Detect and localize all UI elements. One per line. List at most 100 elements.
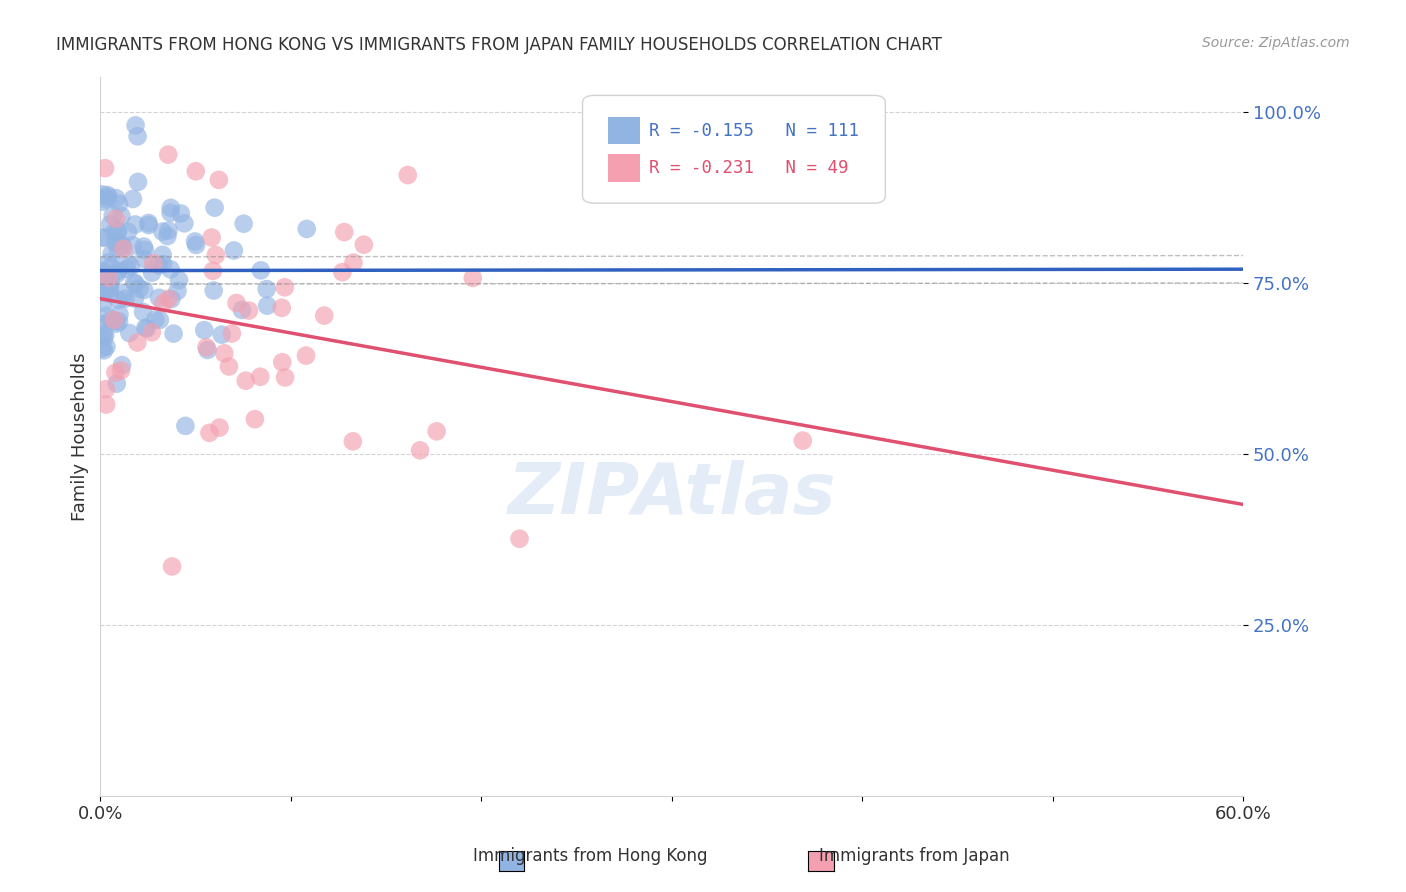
Immigrants from Hong Kong — [118, 326, 141, 340]
Immigrants from Hong Kong — [256, 299, 278, 313]
FancyBboxPatch shape — [582, 95, 886, 203]
Immigrants from Hong Kong — [91, 317, 114, 331]
Immigrants from Japan — [142, 256, 165, 270]
Immigrants from Hong Kong — [132, 252, 155, 266]
Immigrants from Hong Kong — [94, 230, 117, 244]
Immigrants from Japan — [508, 532, 530, 546]
Immigrants from Hong Kong — [132, 305, 155, 319]
Immigrants from Hong Kong — [250, 263, 273, 277]
Immigrants from Hong Kong — [91, 230, 114, 244]
Text: Immigrants from Japan: Immigrants from Japan — [818, 847, 1010, 864]
Immigrants from Hong Kong — [93, 343, 115, 358]
Immigrants from Hong Kong — [166, 284, 188, 298]
Immigrants from Hong Kong — [91, 285, 114, 300]
Immigrants from Japan — [201, 264, 224, 278]
Immigrants from Hong Kong — [110, 237, 132, 252]
Immigrants from Hong Kong — [107, 264, 129, 278]
Immigrants from Hong Kong — [115, 261, 138, 276]
Immigrants from Japan — [271, 355, 294, 369]
Immigrants from Hong Kong — [93, 296, 115, 310]
Y-axis label: Family Households: Family Households — [72, 352, 89, 521]
Text: R = -0.155   N = 111: R = -0.155 N = 111 — [648, 121, 859, 139]
Immigrants from Hong Kong — [98, 218, 121, 232]
Immigrants from Hong Kong — [96, 309, 118, 323]
Immigrants from Hong Kong — [108, 315, 131, 329]
Immigrants from Hong Kong — [170, 206, 193, 220]
Immigrants from Japan — [157, 147, 180, 161]
Immigrants from Hong Kong — [232, 217, 254, 231]
Immigrants from Hong Kong — [96, 188, 118, 202]
Immigrants from Hong Kong — [108, 196, 131, 211]
Immigrants from Japan — [103, 313, 125, 327]
Immigrants from Hong Kong — [202, 284, 225, 298]
Immigrants from Hong Kong — [91, 341, 114, 355]
Immigrants from Hong Kong — [256, 282, 278, 296]
Immigrants from Hong Kong — [100, 260, 122, 274]
Immigrants from Hong Kong — [110, 209, 132, 223]
Immigrants from Hong Kong — [134, 320, 156, 334]
Immigrants from Japan — [157, 292, 180, 306]
Immigrants from Hong Kong — [117, 255, 139, 269]
Immigrants from Hong Kong — [98, 286, 121, 301]
Immigrants from Hong Kong — [105, 267, 128, 281]
Immigrants from Hong Kong — [135, 321, 157, 335]
Immigrants from Japan — [214, 346, 236, 360]
Immigrants from Hong Kong — [211, 327, 233, 342]
Immigrants from Japan — [94, 382, 117, 396]
Immigrants from Japan — [104, 366, 127, 380]
Immigrants from Hong Kong — [93, 283, 115, 297]
Immigrants from Hong Kong — [162, 326, 184, 341]
Text: R = -0.231   N = 49: R = -0.231 N = 49 — [648, 159, 848, 177]
Immigrants from Hong Kong — [105, 376, 128, 391]
Immigrants from Hong Kong — [148, 258, 170, 272]
Immigrants from Japan — [426, 425, 449, 439]
Immigrants from Japan — [152, 296, 174, 310]
Immigrants from Japan — [184, 164, 207, 178]
Immigrants from Hong Kong — [103, 225, 125, 239]
Immigrants from Japan — [195, 340, 218, 354]
Immigrants from Hong Kong — [91, 194, 114, 209]
Immigrants from Hong Kong — [141, 266, 163, 280]
Text: Source: ZipAtlas.com: Source: ZipAtlas.com — [1202, 36, 1350, 50]
Immigrants from Japan — [104, 211, 127, 226]
Immigrants from Hong Kong — [94, 327, 117, 342]
Immigrants from Japan — [112, 242, 135, 256]
Immigrants from Hong Kong — [100, 246, 122, 260]
Immigrants from Hong Kong — [184, 238, 207, 252]
Immigrants from Japan — [353, 237, 375, 252]
Immigrants from Japan — [94, 161, 117, 176]
Immigrants from Hong Kong — [91, 281, 114, 295]
Immigrants from Hong Kong — [231, 302, 253, 317]
Immigrants from Japan — [243, 412, 266, 426]
Immigrants from Hong Kong — [125, 277, 148, 292]
Immigrants from Hong Kong — [159, 205, 181, 219]
Immigrants from Hong Kong — [105, 317, 128, 331]
Immigrants from Hong Kong — [105, 191, 128, 205]
Immigrants from Hong Kong — [124, 292, 146, 306]
Bar — [607, 154, 640, 182]
Immigrants from Japan — [141, 326, 163, 340]
Immigrants from Hong Kong — [193, 323, 215, 337]
Immigrants from Hong Kong — [97, 255, 120, 269]
Immigrants from Japan — [270, 301, 292, 315]
Immigrants from Japan — [235, 374, 257, 388]
Immigrants from Hong Kong — [167, 273, 190, 287]
Immigrants from Japan — [792, 434, 814, 448]
Immigrants from Hong Kong — [93, 326, 115, 341]
Immigrants from Hong Kong — [197, 343, 219, 357]
Immigrants from Hong Kong — [157, 224, 180, 238]
Immigrants from Hong Kong — [128, 282, 150, 296]
Immigrants from Hong Kong — [152, 257, 174, 271]
Immigrants from Hong Kong — [174, 418, 197, 433]
Immigrants from Hong Kong — [184, 235, 207, 249]
Immigrants from Japan — [225, 296, 247, 310]
Immigrants from Hong Kong — [159, 262, 181, 277]
Immigrants from Japan — [461, 271, 484, 285]
Immigrants from Hong Kong — [132, 283, 155, 297]
Immigrants from Hong Kong — [98, 279, 121, 293]
Immigrants from Hong Kong — [111, 239, 134, 253]
Immigrants from Hong Kong — [93, 331, 115, 345]
Immigrants from Japan — [198, 425, 221, 440]
Immigrants from Hong Kong — [107, 241, 129, 255]
Immigrants from Hong Kong — [91, 264, 114, 278]
